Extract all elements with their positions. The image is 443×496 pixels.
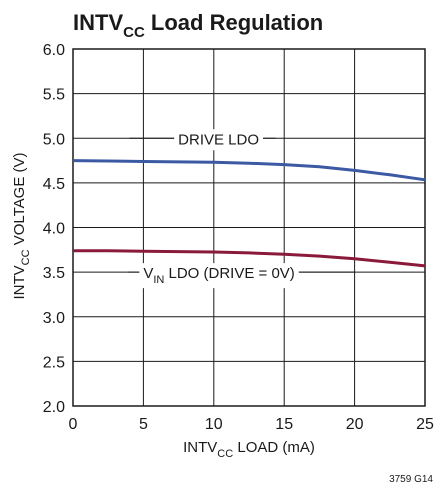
series-lines	[72, 159, 426, 268]
y-tick-label: 4.0	[43, 221, 65, 238]
x-tick-label: 10	[205, 416, 223, 433]
label-background	[174, 129, 264, 151]
label-background	[139, 263, 299, 289]
grid	[72, 48, 426, 407]
vin-ldo-label-main: V	[143, 265, 153, 282]
y-tick-label: 2.5	[43, 354, 65, 371]
plot-frame	[72, 48, 426, 407]
vin-ldo-label-sub: IN	[153, 274, 164, 286]
y-tick-label: 6.0	[43, 42, 65, 59]
y-axis-label: INTVCC VOLTAGE (V)	[11, 152, 32, 299]
y-tick-label: 2.0	[43, 399, 65, 416]
y-axis-label-main: INTV	[11, 265, 28, 299]
drive-ldo-label: DRIVE LDO	[178, 131, 259, 148]
y-tick-label: 3.0	[43, 310, 65, 327]
y-tick-label: 5.5	[43, 87, 65, 104]
series-drive-ldo	[72, 159, 426, 182]
x-axis-label-rest: LOAD (mA)	[233, 439, 315, 456]
annotation-leaders	[127, 129, 355, 289]
chart-title-main: INTV	[73, 10, 123, 35]
chart-title-rest: Load Regulation	[145, 10, 323, 35]
x-tick-label: 5	[139, 416, 148, 433]
y-tick-label: 3.5	[43, 265, 65, 282]
figure-code: 3759 G14	[389, 474, 433, 485]
series-vin-ldo	[73, 249, 426, 268]
x-tick-label: 0	[69, 416, 78, 433]
tick-labels: 0 5 10 15 20 25 2.0 2.5 3.0 3.5 4.0 4.5 5.0 5.5 6.0	[43, 42, 434, 433]
y-tick-label: 5.0	[43, 131, 65, 148]
y-tick-label: 4.5	[43, 176, 65, 193]
x-tick-label: 15	[275, 416, 293, 433]
y-axis-label-rest: VOLTAGE (V)	[11, 152, 28, 249]
chart-title-sub: CC	[123, 24, 145, 41]
x-tick-label: 25	[416, 416, 434, 433]
chart-title: INTVCC Load Regulation	[73, 10, 323, 41]
x-tick-label: 20	[346, 416, 364, 433]
x-axis-label: INTVCC LOAD (mA)	[183, 439, 315, 460]
vin-ldo-label-rest: LDO (DRIVE = 0V)	[164, 265, 294, 282]
vin-ldo-label: VIN LDO (DRIVE = 0V)	[143, 265, 294, 286]
x-axis-label-main: INTV	[183, 439, 217, 456]
y-axis-label-sub: CC	[20, 249, 32, 265]
x-axis-label-sub: CC	[217, 448, 233, 460]
